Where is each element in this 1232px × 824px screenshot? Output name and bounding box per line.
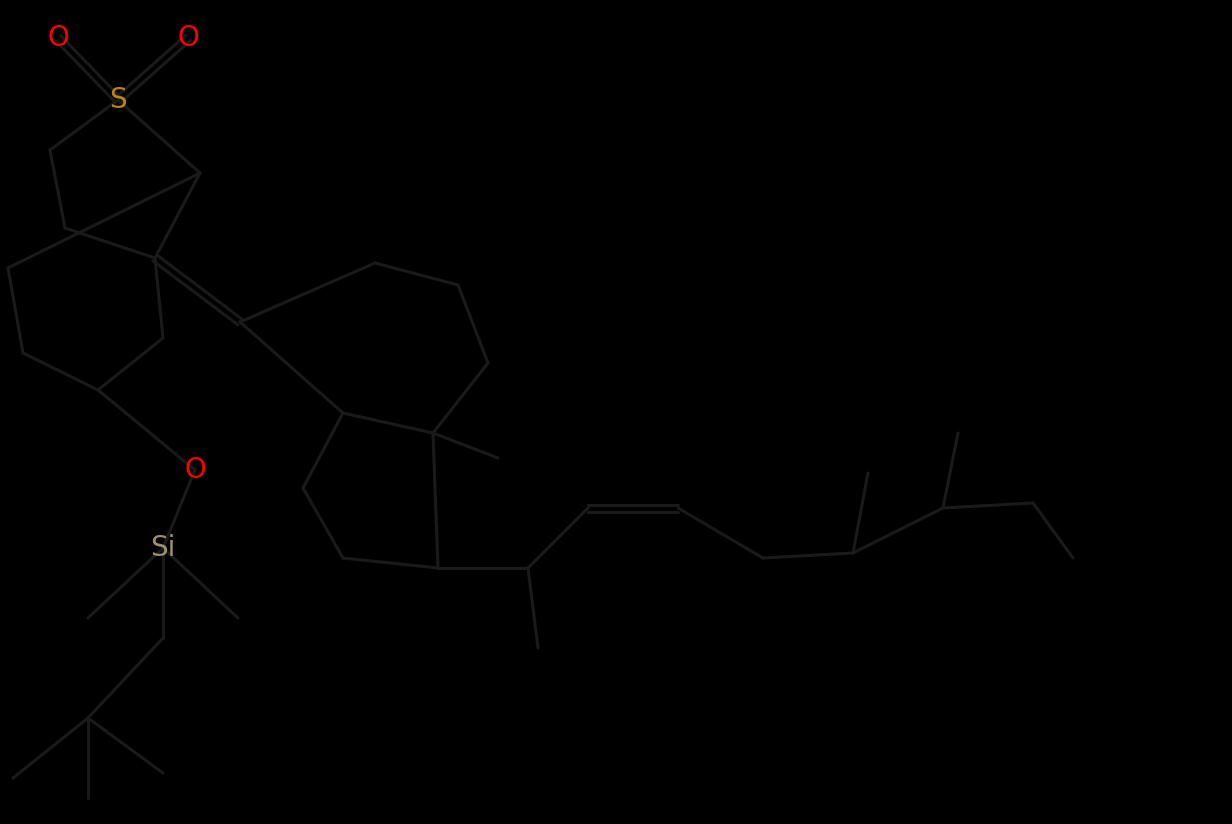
Text: O: O [177, 24, 198, 52]
Text: O: O [47, 24, 69, 52]
Text: Si: Si [150, 534, 176, 562]
Text: O: O [184, 456, 206, 484]
Text: S: S [110, 86, 127, 114]
